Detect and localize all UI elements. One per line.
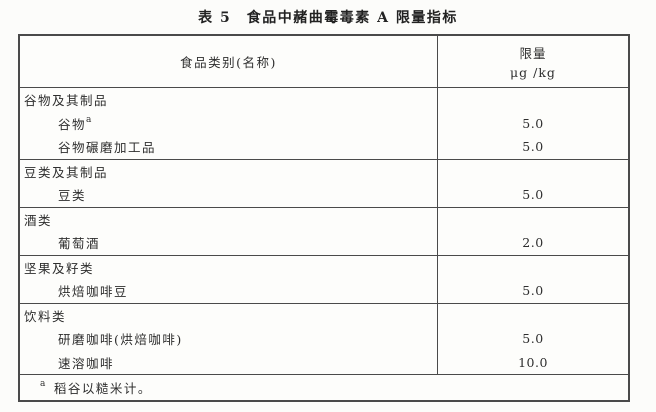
food-name-cell: 谷物及其制品 xyxy=(20,88,437,112)
group-beverages: 饮料类 研磨咖啡(烘焙咖啡) 5.0 速溶咖啡 10.0 xyxy=(20,302,628,375)
limit-value-cell: 5.0 xyxy=(437,111,628,135)
food-name: 酒类 xyxy=(24,212,53,228)
limit-value-cell: 2.0 xyxy=(437,231,628,255)
food-name: 速溶咖啡 xyxy=(58,355,115,371)
limit-value-cell xyxy=(437,88,628,112)
table-row: 饮料类 xyxy=(20,303,628,328)
table-row: 葡萄酒 2.0 xyxy=(20,231,628,255)
food-name-cell: 豆类及其制品 xyxy=(20,160,437,184)
table-row: 研磨咖啡(烘焙咖啡) 5.0 xyxy=(20,327,628,351)
group-beans: 豆类及其制品 豆类 5.0 xyxy=(20,158,628,207)
table-row: 烘焙咖啡豆 5.0 xyxy=(20,279,628,303)
table-row: 谷物及其制品 xyxy=(20,88,628,112)
table-row: 酒类 xyxy=(20,207,628,232)
header-limit-label: 限量 xyxy=(519,46,547,61)
header-limit-unit: μg /kg xyxy=(510,65,556,80)
footnote: a 稻谷以糙米计。 xyxy=(20,374,628,400)
limit-value-cell: 5.0 xyxy=(437,327,628,351)
limit-value-cell xyxy=(437,207,628,231)
food-name-cell: 坚果及籽类 xyxy=(20,256,437,280)
food-name: 研磨咖啡(烘焙咖啡) xyxy=(58,332,183,348)
table-row: 谷物碾磨加工品 5.0 xyxy=(20,135,628,159)
limit-value-cell: 5.0 xyxy=(437,279,628,303)
group-nuts-seeds: 坚果及籽类 烘焙咖啡豆 5.0 xyxy=(20,254,628,303)
limit-value-cell: 10.0 xyxy=(437,350,628,374)
footnote-text: 稻谷以糙米计。 xyxy=(53,381,152,396)
footnote-marker: a xyxy=(40,379,47,389)
limit-value-cell xyxy=(437,255,628,279)
table-row: 豆类 5.0 xyxy=(20,183,628,207)
food-name-cell: 饮料类 xyxy=(20,304,437,328)
limit-value-cell xyxy=(437,159,628,183)
food-name-cell: 酒类 xyxy=(20,208,437,232)
table-row: 坚果及籽类 xyxy=(20,255,628,280)
food-name: 烘焙咖啡豆 xyxy=(58,284,129,300)
food-name-cell: 研磨咖啡(烘焙咖啡) xyxy=(20,327,437,351)
group-cereals: 谷物及其制品 谷物 a 5.0 谷物碾磨加工品 5.0 xyxy=(20,88,628,159)
table-row: 谷物 a 5.0 xyxy=(20,111,628,136)
food-name: 葡萄酒 xyxy=(58,236,101,252)
limit-value-cell xyxy=(437,303,628,327)
table-row: 速溶咖啡 10.0 xyxy=(20,350,628,375)
food-name: 谷物及其制品 xyxy=(24,93,109,109)
limits-table: 食品类别(名称) 限量 μg /kg 谷物及其制品 谷物 a 5.0 谷物碾磨加工… xyxy=(18,34,630,402)
footnote-ref: a xyxy=(86,114,93,125)
table-header-row: 食品类别(名称) 限量 μg /kg xyxy=(20,36,628,88)
table-title: 表 5 食品中赭曲霉毒素 A 限量指标 xyxy=(198,10,458,26)
food-name-cell: 烘焙咖啡豆 xyxy=(20,279,437,303)
limit-value-cell: 5.0 xyxy=(437,135,628,159)
food-name: 坚果及籽类 xyxy=(24,260,95,276)
food-name: 谷物碾磨加工品 xyxy=(58,140,157,156)
group-wine: 酒类 葡萄酒 2.0 xyxy=(20,206,628,255)
header-food-category: 食品类别(名称) xyxy=(180,55,277,70)
limit-value-cell: 5.0 xyxy=(437,183,628,207)
food-name: 谷物 xyxy=(58,116,87,132)
food-name: 豆类 xyxy=(58,188,87,204)
table-row: 豆类及其制品 xyxy=(20,159,628,184)
food-name-cell: 葡萄酒 xyxy=(20,231,437,255)
food-name: 豆类及其制品 xyxy=(24,164,109,180)
food-name-cell: 谷物 a xyxy=(20,112,437,136)
food-name-cell: 速溶咖啡 xyxy=(20,351,437,375)
header-limit: 限量 μg /kg xyxy=(437,36,628,87)
food-name-cell: 豆类 xyxy=(20,183,437,207)
food-name: 饮料类 xyxy=(24,308,67,324)
food-name-cell: 谷物碾磨加工品 xyxy=(20,135,437,159)
